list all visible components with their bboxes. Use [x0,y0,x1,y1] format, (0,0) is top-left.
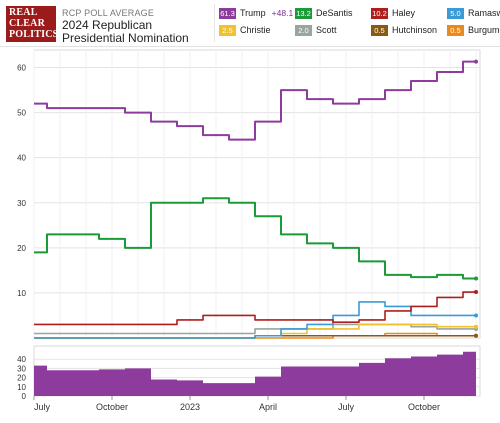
x-tick-label-1: October [96,402,128,412]
legend-item-hutchinson[interactable]: 0.5 Hutchinson [371,23,437,37]
legend-value-trump: 61.3 [219,7,236,19]
legend-item-ramaswamy[interactable]: 5.0 Ramaswamy [447,6,500,20]
legend-name-scott: Scott [316,25,337,35]
series-line-haley [34,291,476,326]
legend-item-burgum[interactable]: 0.5 Burgum [447,23,500,37]
x-tick-label-2: 2023 [180,402,200,412]
spread-y-tick-label-10: 10 [17,383,26,392]
legend-item-haley[interactable]: 10.2 Haley [371,6,415,20]
y-tick-label-10: 10 [17,289,26,298]
main-y-ticks: 10 20 30 40 50 60 [17,64,26,298]
series-end-point-christie [474,324,478,329]
main-grid [33,49,481,339]
y-tick-label-20: 20 [17,244,26,253]
legend-name-burgum: Burgum [468,25,500,35]
series-end-point-hutchinson [474,333,478,338]
y-tick-label-40: 40 [17,154,26,163]
rcp-logo[interactable]: REAL CLEAR POLITICS [6,6,59,42]
legend-value-hutchinson: 0.5 [371,24,388,36]
legend-value-scott: 2.0 [295,24,312,36]
legend-name-desantis: DeSantis [316,8,353,18]
legend-item-scott[interactable]: 2.0 Scott [295,23,337,37]
main-lines [34,59,478,339]
series-line-ramaswamy [34,301,476,339]
legend-value-desantis: 13.2 [295,7,312,19]
legend-spread-trump: +48.1 [271,8,294,18]
plot-frame [33,49,481,339]
x-tick-label-5: October [408,402,440,412]
series-end-point-desantis [474,276,478,281]
legend-name-haley: Haley [392,8,416,18]
legend-item-trump[interactable]: 61.3 Trump +48.1 [219,6,293,20]
x-tick-label-3: April [259,402,277,412]
legend-name-christie: Christie [240,25,271,35]
legend-name-hutchinson: Hutchinson [392,25,438,35]
series-line-trump [34,60,476,141]
series-line-desantis [34,197,476,280]
series-line-scott [34,323,476,335]
x-ticks: July October 2023 April July October [33,396,440,412]
legend-value-ramaswamy: 5.0 [447,7,464,19]
chart-title: 2024 Republican Presidential Nomination [62,18,189,45]
spread-y-tick-label-0: 0 [22,392,27,401]
legend-name-trump: Trump [240,8,266,18]
logo-line-2: CLEAR [9,18,46,29]
series-end-point-haley [474,290,478,295]
legend-item-desantis[interactable]: 13.2 DeSantis [295,6,353,20]
chart-header: REAL CLEAR POLITICS RCP POLL AVERAGE 202… [0,0,500,47]
spread-y-tick-label-40: 40 [17,355,26,364]
series-end-point-ramaswamy [474,313,478,318]
y-tick-label-30: 30 [17,199,26,208]
x-tick-label-0: July [34,402,51,412]
spread-area-path [34,351,476,396]
legend-name-ramaswamy: Ramaswamy [468,8,500,18]
legend-value-christie: 2.5 [219,24,236,36]
legend-item-christie[interactable]: 2.5 Christie [219,23,271,37]
x-tick-label-4: July [338,402,355,412]
y-tick-label-60: 60 [17,64,26,73]
spread-area [34,351,476,396]
logo-line-3: POLITICS [9,29,59,40]
spread-y-tick-label-30: 30 [17,364,26,373]
legend: 61.3 Trump +48.1 13.2 DeSantis 10.2 Hale… [214,4,500,42]
poll-average-label: RCP POLL AVERAGE [62,8,155,18]
y-tick-label-50: 50 [17,109,26,118]
series-end-point-trump [474,59,478,64]
legend-value-haley: 10.2 [371,7,388,19]
legend-value-burgum: 0.5 [447,24,464,36]
spread-y-tick-label-20: 20 [17,374,26,383]
logo-line-1: REAL [9,7,38,18]
